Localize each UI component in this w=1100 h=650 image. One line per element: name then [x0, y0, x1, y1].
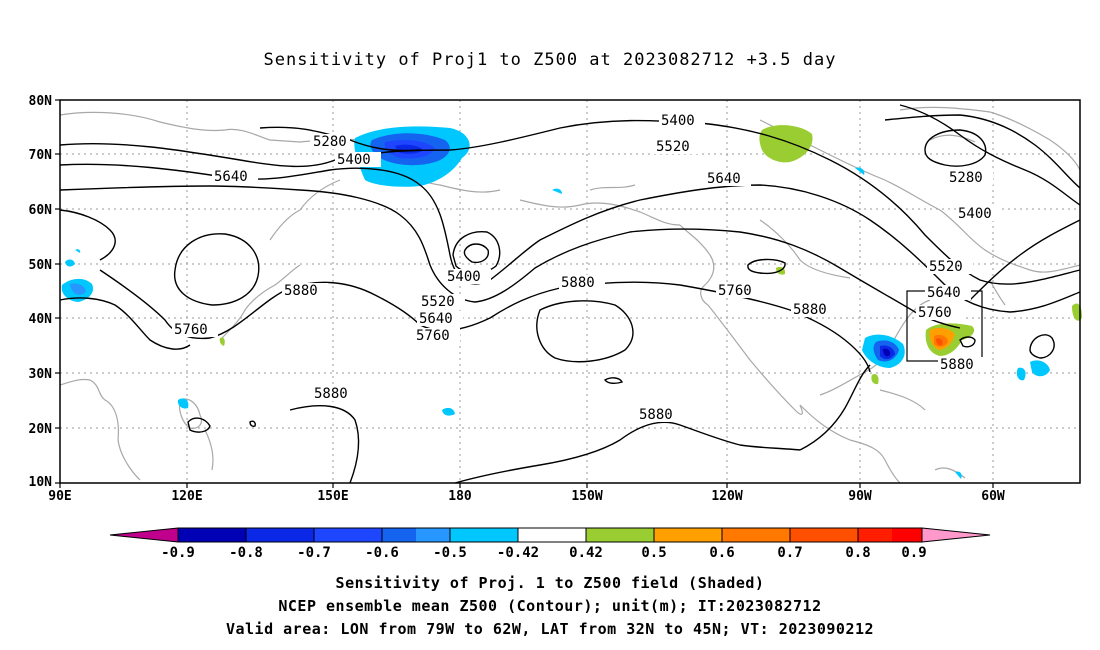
colorbar-swatch [858, 528, 892, 542]
latitude-labels: 80N 70N 60N 50N 40N 30N 20N 10N [29, 94, 53, 490]
lat-label: 50N [29, 258, 53, 273]
contour-label: 5640 [214, 169, 248, 185]
lon-label: 120W [711, 489, 742, 504]
contour-label: 5400 [447, 269, 481, 285]
colorbar-swatch [892, 528, 922, 542]
colorbar-swatch [382, 528, 416, 542]
contour-labels: 5280 5400 5640 5400 5520 5640 5760 5880 … [174, 113, 992, 423]
contour-label: 5280 [949, 170, 983, 186]
lat-label: 20N [29, 422, 53, 437]
contour-label: 5640 [419, 311, 453, 327]
colorbar-label: -0.6 [365, 545, 399, 561]
map-title: Sensitivity of Proj1 to Z500 at 20230827… [263, 50, 837, 70]
colorbar: -0.9 -0.8 -0.7 -0.6 -0.5 -0.42 0.42 0.5 … [109, 527, 991, 561]
footer-contour-caption: NCEP ensemble mean Z500 (Contour); unit(… [278, 597, 822, 615]
colorbar-swatch [722, 528, 790, 542]
contour-label: 5400 [661, 113, 695, 129]
lon-label: 180 [448, 489, 472, 504]
lon-label: 90W [848, 489, 872, 504]
colorbar-label: -0.5 [433, 545, 467, 561]
colorbar-label: -0.7 [297, 545, 331, 561]
tick-marks [55, 99, 994, 488]
colorbar-swatch [450, 528, 518, 542]
contour-label: 5520 [656, 139, 690, 155]
contour-label: 5400 [337, 152, 371, 168]
contour-label: 5880 [314, 386, 348, 402]
lat-label: 80N [29, 94, 53, 109]
colorbar-label: -0.9 [161, 545, 195, 561]
contour-label: 5280 [313, 134, 347, 150]
contour-label: 5880 [940, 357, 974, 373]
lat-label: 60N [29, 203, 53, 218]
colorbar-label: 0.5 [641, 545, 666, 561]
colorbar-label: -0.8 [229, 545, 263, 561]
gridlines [60, 100, 1080, 483]
colorbar-label: -0.42 [497, 545, 539, 561]
lat-label: 10N [29, 475, 53, 490]
lat-label: 30N [29, 367, 53, 382]
contour-label: 5760 [718, 283, 752, 299]
footer-valid-area-caption: Valid area: LON from 79W to 62W, LAT fro… [225, 620, 875, 638]
colorbar-swatch [246, 528, 314, 542]
lat-label: 70N [29, 148, 53, 163]
colorbar-swatch [178, 528, 246, 542]
colorbar-swatch [586, 528, 654, 542]
longitude-labels: 90E 120E 150E 180 150W 120W 90W 60W [48, 489, 1005, 504]
lon-label: 150E [317, 489, 348, 504]
contour-label: 5640 [927, 285, 961, 301]
colorbar-label: 0.42 [569, 545, 603, 561]
colorbar-label: 0.6 [709, 545, 734, 561]
contour-label: 5880 [561, 275, 595, 291]
contour-label: 5520 [421, 294, 455, 310]
contour-label: 5760 [416, 328, 450, 344]
lon-label: 120E [171, 489, 202, 504]
contour-label: 5880 [639, 407, 673, 423]
lon-label: 60W [981, 489, 1005, 504]
lat-label: 40N [29, 312, 53, 327]
colorbar-label: 0.7 [777, 545, 802, 561]
contour-label: 5400 [958, 206, 992, 222]
colorbar-swatch [314, 528, 382, 542]
colorbar-label: 0.9 [901, 545, 926, 561]
footer-shading-caption: Sensitivity of Proj. 1 to Z500 field (Sh… [335, 574, 765, 592]
contour-label: 5520 [929, 259, 963, 275]
contour-label: 5640 [707, 171, 741, 187]
lon-label: 150W [571, 489, 602, 504]
contour-label: 5880 [284, 283, 318, 299]
colorbar-low-arrow [110, 528, 178, 542]
lon-label: 90E [48, 489, 71, 504]
contour-label: 5880 [793, 302, 827, 318]
colorbar-swatch [518, 528, 586, 542]
contour-label: 5760 [174, 322, 208, 338]
contour-label: 5760 [918, 305, 952, 321]
colorbar-swatch [790, 528, 858, 542]
z500-contours [59, 104, 1081, 484]
colorbar-swatch [654, 528, 722, 542]
colorbar-high-arrow [922, 528, 990, 542]
plot-frame [59, 99, 1081, 484]
colorbar-label: 0.8 [845, 545, 870, 561]
colorbar-swatch [416, 528, 450, 542]
